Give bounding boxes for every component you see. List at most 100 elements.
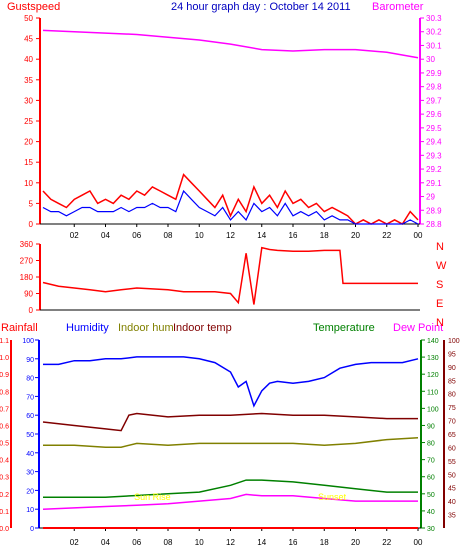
dewpoint-tick-label: 65 (448, 432, 456, 439)
barometer-tick-label: 30.2 (426, 28, 442, 37)
dewpoint-tick-label: 70 (448, 419, 456, 426)
humidity-label: Humidity (66, 322, 109, 334)
rainfall-tick-label: 0.3 (0, 475, 9, 482)
humidity-tick-label: 30 (26, 470, 34, 477)
humidity-tick-label: 0 (30, 526, 34, 533)
temperature-tick-label: 110 (427, 389, 438, 396)
dewpoint-line (42, 493, 418, 510)
barometer-tick-label: 29.5 (426, 124, 442, 133)
x-tick-label: 18 (320, 538, 329, 547)
dewpoint-tick-label: 75 (448, 405, 456, 412)
series-layer (42, 29, 419, 529)
gust-tick-label: 30 (24, 96, 33, 105)
rainfall-label: Rainfall (1, 322, 38, 334)
rainfall-tick-label: 0.0 (0, 526, 9, 533)
gustspeed-axis-label: Gustspeed (7, 1, 60, 13)
dewpoint-tick-label: 80 (448, 392, 456, 399)
x-tick-label: 12 (226, 538, 235, 547)
chart-title: 24 hour graph day : October 14 2011 (171, 1, 351, 13)
gust-tick-label: 0 (29, 220, 34, 229)
x-tick-label: 06 (132, 231, 141, 240)
compass-letter: N (436, 241, 444, 253)
temperature-tick-label: 140 (427, 338, 439, 345)
gust-tick-label: 35 (24, 76, 33, 85)
temperature-line (43, 479, 418, 498)
annotation-label: Sunset (318, 492, 347, 502)
x-tick-label: 00 (414, 538, 423, 547)
barometer-tick-label: 28.8 (426, 220, 442, 229)
direction-tick-label: 270 (20, 257, 34, 266)
barometer-tick-label: 29.2 (426, 165, 442, 174)
x-tick-label: 02 (70, 231, 79, 240)
dew-point-label: Dew Point (393, 322, 443, 334)
indoor-hum-label: Indoor hum (118, 322, 174, 334)
humidity-tick-label: 60 (26, 413, 34, 420)
temperature-tick-label: 70 (427, 458, 435, 465)
x-tick-label: 02 (70, 538, 79, 547)
barometer-tick-label: 29.1 (426, 179, 442, 188)
x-tick-label: 20 (351, 538, 360, 547)
annotation-label: Sun Rise (134, 492, 171, 502)
gust-tick-label: 50 (24, 14, 33, 23)
barometer-tick-label: 29.8 (426, 83, 442, 92)
x-tick-label: 12 (226, 231, 235, 240)
gust-tick-label: 45 (24, 35, 33, 44)
rainfall-tick-label: 0.9 (0, 372, 9, 379)
barometer-tick-label: 30.3 (426, 14, 442, 23)
tick-labels-layer: 0 5 10 15 20 25 30 35 40 45 50 28.8 28.9 29 29.1 29.2 29… (0, 14, 460, 547)
temperature-tick-label: 80 (427, 441, 435, 448)
barometer-axis-label: Barometer (372, 1, 424, 13)
x-tick-label: 14 (257, 231, 266, 240)
barometer-line (42, 29, 419, 59)
rainfall-tick-label: 1.1 (0, 338, 9, 345)
humidity-tick-label: 80 (26, 376, 34, 383)
rainfall-tick-label: 0.2 (0, 492, 9, 499)
rainfall-tick-label: 0.1 (0, 509, 9, 516)
humidity-tick-label: 10 (26, 507, 34, 514)
temperature-tick-label: 60 (427, 475, 435, 482)
barometer-tick-label: 29.7 (426, 96, 442, 105)
x-tick-label: 20 (351, 231, 360, 240)
humidity-line (43, 356, 419, 408)
rainfall-tick-label: 0.4 (0, 458, 9, 465)
dewpoint-tick-label: 100 (448, 338, 460, 345)
windspeed-line (42, 189, 419, 225)
gust-tick-label: 15 (24, 158, 33, 167)
dewpoint-tick-label: 95 (448, 351, 456, 358)
gust-tick-label: 10 (24, 179, 33, 188)
x-tick-label: 10 (195, 231, 204, 240)
temperature-tick-label: 100 (427, 406, 439, 413)
gust-tick-label: 40 (24, 55, 33, 64)
gust-tick-label: 20 (24, 138, 33, 147)
rainfall-tick-label: 1.0 (0, 355, 9, 362)
x-tick-label: 08 (164, 231, 173, 240)
dewpoint-tick-label: 60 (448, 445, 456, 452)
temperature-tick-label: 30 (427, 526, 435, 533)
x-tick-label: 14 (257, 538, 266, 547)
dewpoint-tick-label: 40 (448, 499, 456, 506)
x-tick-label: 06 (132, 538, 141, 547)
indoor-temp-label: Indoor temp (173, 322, 232, 334)
barometer-tick-label: 28.9 (426, 206, 442, 215)
compass-letter: W (436, 260, 447, 272)
humidity-tick-label: 90 (26, 357, 34, 364)
direction-line (42, 246, 418, 305)
barometer-tick-label: 29.6 (426, 110, 442, 119)
dewpoint-tick-label: 45 (448, 486, 456, 493)
gust-tick-label: 25 (24, 117, 33, 126)
indoor-temp-line (42, 412, 418, 432)
compass-letter: S (436, 279, 443, 291)
x-tick-label: 22 (382, 538, 391, 547)
gust-tick-label: 5 (29, 199, 34, 208)
barometer-tick-label: 29.9 (426, 69, 442, 78)
rainfall-tick-label: 0.7 (0, 406, 9, 413)
dewpoint-tick-label: 35 (448, 513, 456, 520)
x-tick-label: 18 (320, 231, 329, 240)
humidity-tick-label: 100 (22, 338, 34, 345)
compass-letter: E (436, 298, 443, 310)
rainfall-tick-label: 0.6 (0, 423, 9, 430)
indoor-hum-line (43, 437, 419, 448)
x-tick-label: 04 (101, 538, 110, 547)
